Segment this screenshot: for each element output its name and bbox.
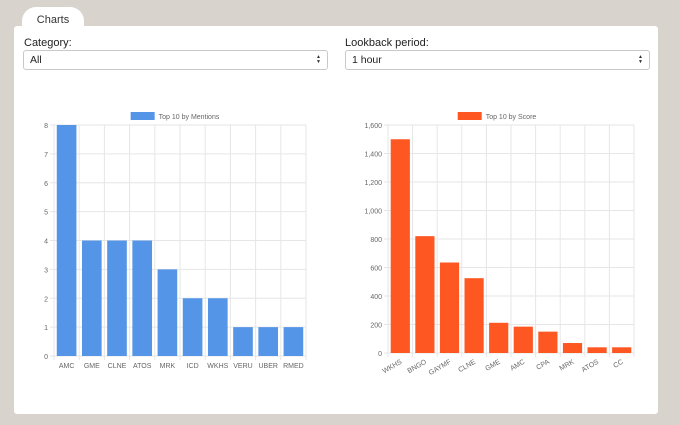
y-tick-label: 1 [44, 325, 48, 332]
x-tick-label: GME [484, 359, 502, 373]
bar[interactable] [81, 240, 102, 357]
y-tick-label: 1,600 [364, 123, 382, 130]
bar[interactable] [182, 298, 203, 356]
bar[interactable] [513, 326, 533, 353]
y-tick-label: 1,400 [364, 152, 382, 159]
x-tick-label: WKHS [207, 363, 228, 370]
x-tick-label: CC [612, 359, 624, 370]
legend-swatch[interactable] [130, 112, 155, 120]
y-tick-label: 7 [44, 152, 48, 159]
bar[interactable] [258, 327, 279, 356]
y-tick-label: 1,200 [364, 180, 382, 187]
x-tick-label: AMC [59, 363, 75, 370]
legend-swatch[interactable] [457, 112, 482, 120]
bar[interactable] [538, 331, 558, 353]
y-tick-label: 3 [44, 267, 48, 274]
bar[interactable] [132, 240, 153, 357]
bar[interactable] [415, 236, 435, 353]
bar[interactable] [489, 322, 509, 353]
x-tick-label: GAYMF [428, 359, 453, 377]
x-tick-label: AMC [509, 359, 526, 373]
bar-chart-1: 0 1 2 3 4 5 6 7 8 AMC GME CLNE ATOS MRK ICD WKHS VERU UBE… [44, 112, 307, 370]
y-tick-label: 200 [370, 323, 382, 330]
x-tick-label: ATOS [133, 363, 152, 370]
x-tick-label: MRK [160, 363, 176, 370]
bar[interactable] [283, 327, 304, 356]
x-tick-label: CLNE [108, 363, 127, 370]
x-tick-label: CLNE [457, 359, 477, 375]
x-tick-label: WKHS [382, 359, 404, 376]
x-tick-label: ICD [187, 363, 199, 370]
y-tick-label: 4 [44, 239, 48, 246]
bar[interactable] [562, 343, 583, 353]
x-tick-label: UBER [258, 363, 277, 370]
x-tick-label: MRK [559, 359, 576, 373]
category-select-value: All [30, 54, 42, 66]
y-tick-label: 6 [44, 181, 48, 188]
x-tick-label: RMED [283, 363, 304, 370]
bar[interactable] [464, 278, 484, 353]
lookback-select[interactable]: 1 hour ▲ ▼ [345, 50, 650, 70]
lookback-select-value: 1 hour [352, 54, 382, 66]
y-tick-label: 400 [370, 294, 382, 301]
select-arrows-icon: ▲ ▼ [316, 54, 321, 65]
bar-chart-2: 0 200 400 600 800 1,000 1,200 1,400 1,600 WKHS BNG… [364, 112, 635, 377]
bar[interactable] [157, 269, 178, 356]
y-tick-label: 1,000 [364, 209, 382, 216]
x-tick-label: CPA [535, 359, 551, 372]
select-arrows-icon: ▲ ▼ [638, 54, 643, 65]
bar[interactable] [107, 240, 127, 357]
y-tick-label: 0 [378, 351, 382, 358]
x-tick-label: VERU [233, 363, 252, 370]
x-tick-label: BNGO [407, 358, 429, 375]
bar[interactable] [439, 262, 460, 353]
legend-label: Top 10 by Score [486, 114, 537, 121]
y-tick-label: 600 [370, 266, 382, 273]
y-tick-label: 8 [44, 123, 48, 130]
bar[interactable] [56, 125, 77, 356]
x-tick-label: ATOS [581, 359, 601, 374]
x-tick-label: GME [84, 363, 100, 370]
bar[interactable] [612, 347, 632, 353]
bar[interactable] [587, 347, 607, 353]
bar[interactable] [233, 327, 253, 356]
y-tick-label: 800 [370, 237, 382, 244]
bar[interactable] [207, 298, 228, 356]
y-tick-label: 0 [44, 354, 48, 361]
category-select[interactable]: All ▲ ▼ [23, 50, 328, 70]
category-label: Category: [24, 37, 72, 49]
bar[interactable] [390, 139, 410, 353]
lookback-label: Lookback period: [345, 37, 429, 49]
legend-label: Top 10 by Mentions [159, 114, 220, 121]
y-tick-label: 2 [44, 296, 48, 303]
y-tick-label: 5 [44, 210, 48, 217]
